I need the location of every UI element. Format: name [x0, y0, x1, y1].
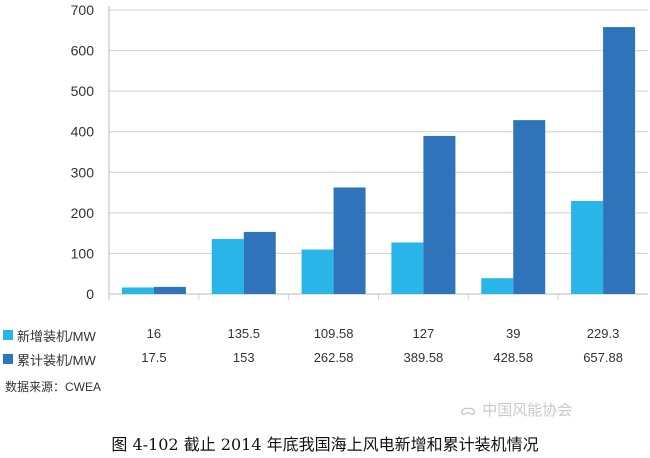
y-tick-label: 300 [71, 164, 95, 180]
figure-caption: 图 4-102 截止 2014 年底我国海上风电新增和累计装机情况 [111, 435, 539, 454]
legend-swatch-cumulative-capacity [3, 354, 13, 364]
data-label-cumulative-2011: 262.58 [313, 350, 354, 365]
y-tick-label: 500 [71, 83, 95, 99]
y-tick-label: 0 [86, 286, 94, 300]
bar-new-2011 [301, 249, 334, 294]
bar-cumulative-2014 [603, 27, 636, 295]
wechat-icon: ᯅ [460, 402, 477, 419]
bar-new-2010 [211, 239, 244, 294]
legend-label-cumulative-capacity: 累计装机/MW [17, 353, 96, 368]
bar-chart: 0100200300400500600700200920102011201220… [71, 2, 648, 300]
data-label-new-2011: 109.58 [313, 326, 354, 341]
bar-new-2012 [391, 242, 424, 294]
bar-new-2009 [121, 287, 154, 294]
bar-new-2014 [571, 200, 604, 294]
bar-cumulative-2009 [153, 286, 186, 294]
y-tick-label: 100 [71, 245, 95, 261]
bar-cumulative-2010 [243, 231, 276, 294]
data-label-cumulative-2010: 153 [232, 350, 255, 365]
bar-cumulative-2012 [423, 135, 456, 294]
data-label-cumulative-2009: 17.5 [141, 350, 167, 365]
plot-area [109, 6, 648, 294]
data-label-new-2009: 16 [146, 326, 162, 341]
data-source-note: 数据来源：CWEA [5, 380, 102, 394]
y-tick-label: 600 [71, 43, 95, 59]
data-label-cumulative-2013: 428.58 [493, 350, 534, 365]
watermark: ᯅ 中国风能协会 [460, 399, 572, 420]
legend-label-new-capacity: 新增装机/MW [17, 329, 96, 344]
bar-cumulative-2011 [333, 187, 366, 294]
data-table-row-new-capacity: 新增装机/MW 16 135.5 109.58 127 39 229.3 [0, 325, 650, 345]
bar-cumulative-2013 [513, 120, 546, 294]
data-label-cumulative-2014: 657.88 [583, 350, 623, 365]
y-tick-label: 400 [71, 124, 95, 140]
watermark-text: 中国风能协会 [482, 402, 573, 419]
data-table-row-cumulative-capacity: 累计装机/MW 17.5 153 262.58 389.58 428.58 657.88 [0, 349, 650, 369]
bar-new-2013 [481, 278, 514, 294]
y-tick-label: 200 [71, 205, 95, 221]
data-label-new-2012: 127 [412, 326, 435, 341]
data-label-new-2014: 229.3 [586, 326, 620, 341]
legend-swatch-new-capacity [3, 330, 13, 340]
data-label-new-2013: 39 [506, 326, 521, 341]
y-tick-label: 700 [71, 2, 95, 18]
data-label-new-2010: 135.5 [227, 326, 261, 341]
data-label-cumulative-2012: 389.58 [403, 350, 444, 365]
